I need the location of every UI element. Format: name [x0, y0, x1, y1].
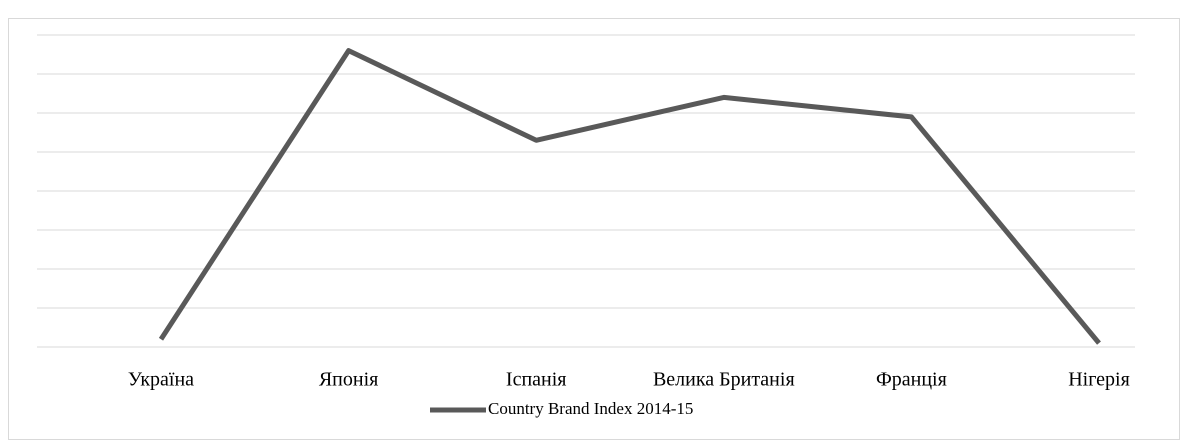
x-tick-label: Японія: [319, 369, 379, 391]
x-tick-label: Іспанія: [506, 369, 567, 391]
series-line: [158, 48, 1101, 345]
x-tick-label: Франція: [876, 369, 947, 391]
x-tick-label: Велика Британія: [653, 369, 795, 391]
x-tick-label: Нігерія: [1068, 369, 1130, 391]
x-tick-label: Україна: [128, 369, 194, 391]
chart-frame: [8, 18, 1180, 440]
legend-label: Country Brand Index 2014-15: [488, 399, 693, 418]
